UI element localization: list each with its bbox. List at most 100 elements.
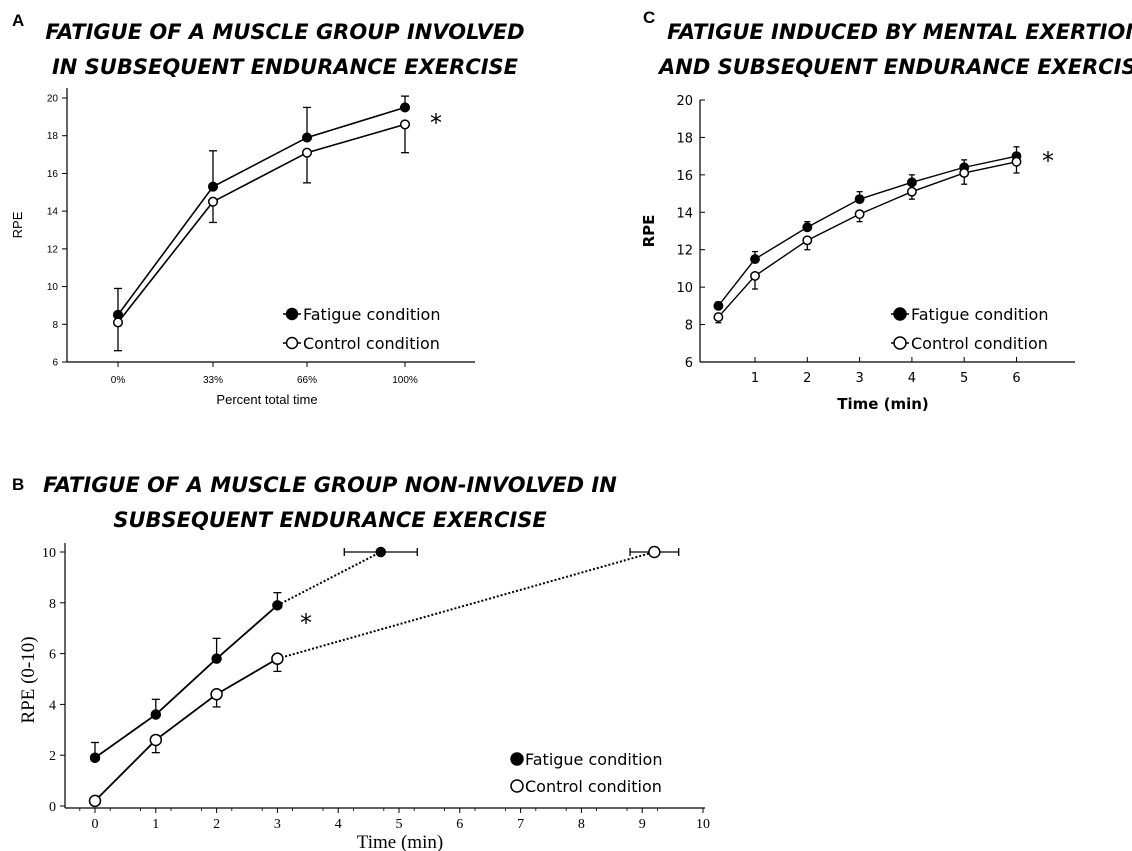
panel-b-x-tick-label: 2 [213, 817, 220, 832]
panel-letter-a: A [12, 11, 24, 30]
panel-c-y-axis-label: RPE [640, 215, 658, 248]
panel-a: A FATIGUE OF A MUSCLE GROUP INVOLVED IN … [10, 11, 525, 407]
panel-c-title-line-2: AND SUBSEQUENT ENDURANCE EXERCISE [657, 55, 1132, 79]
panel-c-data-point [959, 168, 970, 178]
panel-b-x-tick-label: 6 [456, 817, 463, 832]
panel-b-y-tick-label: 4 [49, 698, 56, 713]
panel-a-y-ticks: 6 8 10 12 14 16 18 20 [47, 94, 67, 369]
panel-a-y-tick-label: 18 [47, 131, 59, 142]
panel-c-y-tick-label: 20 [676, 94, 693, 109]
open-circle-marker-icon [510, 779, 524, 793]
panel-a-y-tick-label: 10 [47, 282, 59, 293]
panel-a-legend-control: Control condition [283, 334, 440, 353]
panel-b-dotted-extension-control [277, 551, 655, 660]
panel-c-y-tick-label: 16 [676, 169, 693, 184]
filled-circle-marker-icon [510, 752, 524, 766]
panel-b-legend: Fatigue condition Control condition [510, 750, 662, 796]
panel-b-end-point [648, 545, 661, 559]
panel-c-x-tick-label: 5 [960, 371, 968, 386]
panel-b-data-point [211, 653, 222, 664]
panel-a-series-line-fatigue [117, 106, 406, 316]
panel-b-series-line-fatigue [94, 604, 278, 759]
panel-b-x-tick-label: 0 [92, 817, 99, 832]
panel-a-data-point [207, 196, 219, 207]
panel-a-data-point [301, 147, 313, 158]
panel-a-series-line-control [117, 123, 406, 323]
panel-b-significance-star: * [300, 609, 312, 637]
panel-a-data-point [399, 102, 411, 113]
panel-a-x-axis-label: Percent total time [216, 392, 317, 407]
panel-b-x-tick-label: 8 [578, 817, 585, 832]
panel-c-legend: Fatigue condition Control condition [891, 305, 1048, 353]
panel-c-data-point [854, 194, 865, 205]
panel-b-legend-control-label: Control condition [525, 777, 662, 796]
panel-b-x-tick-label: 3 [274, 817, 281, 832]
panel-a-plot [112, 95, 411, 352]
panel-a-x-tick-label: 33% [203, 375, 223, 386]
panel-a-title-line-2: IN SUBSEQUENT ENDURANCE EXERCISE [52, 55, 519, 79]
panel-b-x-ticks: 0 1 2 3 4 5 6 7 8 9 10 [79, 808, 710, 832]
panel-a-x-tick-label: 66% [297, 375, 317, 386]
panel-c-title-line-1: FATIGUE INDUCED BY MENTAL EXERTION [667, 20, 1132, 44]
filled-circle-marker-icon [893, 307, 907, 321]
panel-a-y-tick-label: 12 [47, 244, 59, 255]
panel-c: C FATIGUE INDUCED BY MENTAL EXERTION AND… [640, 8, 1132, 413]
panel-b-title-line-2: SUBSEQUENT ENDURANCE EXERCISE [113, 508, 547, 532]
panel-b: B FATIGUE OF A MUSCLE GROUP NON-INVOLVED… [12, 473, 710, 851]
panel-c-data-point [906, 177, 917, 188]
panel-a-y-tick-label: 8 [52, 320, 58, 331]
panel-b-x-tick-label: 5 [396, 817, 403, 832]
panel-b-axes [64, 543, 705, 809]
panel-b-x-tick-label: 7 [517, 817, 524, 832]
panel-c-x-tick-label: 2 [803, 371, 811, 386]
panel-a-data-point [301, 132, 313, 143]
panel-a-data-point [112, 317, 124, 328]
panel-b-data-point [272, 600, 283, 611]
panel-c-series-line-fatigue [717, 155, 1017, 307]
panel-c-y-ticks: 6 8 10 12 14 16 18 20 [676, 94, 705, 371]
panel-b-data-point [88, 794, 102, 808]
panel-b-x-tick-label: 10 [696, 817, 710, 832]
panel-b-y-ticks: 0 2 4 6 8 10 [42, 546, 65, 815]
panel-c-series-line-control [717, 161, 1017, 318]
panel-c-data-point [854, 209, 865, 220]
panel-a-legend-control-label: Control condition [303, 334, 440, 353]
panel-b-data-point [271, 652, 284, 665]
panel-c-legend-fatigue: Fatigue condition [891, 305, 1048, 324]
panel-b-title-line-1: FATIGUE OF A MUSCLE GROUP NON-INVOLVED I… [43, 473, 617, 497]
filled-circle-marker-icon [285, 307, 299, 321]
panel-b-y-tick-label: 2 [49, 749, 56, 764]
panel-a-data-point [207, 181, 219, 192]
panel-b-data-point [150, 709, 162, 720]
panel-c-legend-fatigue-label: Fatigue condition [911, 305, 1048, 324]
panel-c-data-point [906, 186, 917, 197]
panel-a-significance-star: * [430, 109, 442, 137]
panel-c-y-tick-label: 8 [685, 319, 693, 334]
panel-c-data-point [802, 235, 813, 246]
panel-c-y-tick-label: 10 [676, 281, 693, 296]
panel-b-data-point [149, 733, 163, 747]
panel-b-series-line-control [94, 657, 278, 802]
panel-c-x-tick-label: 1 [751, 371, 759, 386]
panel-b-x-axis-label: Time (min) [357, 832, 443, 851]
panel-a-axes [66, 88, 475, 363]
panel-b-y-tick-label: 6 [49, 648, 56, 663]
panel-c-legend-control: Control condition [891, 334, 1048, 353]
open-circle-marker-icon [285, 336, 299, 350]
panel-a-legend-fatigue-label: Fatigue condition [303, 305, 440, 324]
panel-c-x-ticks: 1 2 3 4 5 6 [751, 357, 1021, 386]
panel-b-data-point [210, 687, 223, 701]
panel-a-x-tick-label: 0% [111, 375, 126, 386]
panel-c-data-point [750, 254, 760, 265]
panel-c-x-tick-label: 4 [908, 371, 916, 386]
panel-a-x-ticks: 0% 33% 66% 100% [111, 362, 418, 386]
panel-a-y-tick-label: 16 [47, 169, 59, 180]
panel-c-y-tick-label: 12 [676, 244, 693, 259]
panel-b-legend-control: Control condition [510, 777, 662, 796]
open-circle-marker-icon [893, 336, 907, 350]
panel-b-y-axis-label: RPE (0-10) [18, 636, 39, 723]
panel-c-y-tick-label: 6 [685, 356, 693, 371]
panel-b-x-tick-label: 1 [152, 817, 159, 832]
panel-a-legend-fatigue: Fatigue condition [283, 305, 440, 324]
panel-a-y-tick-label: 6 [52, 358, 58, 369]
